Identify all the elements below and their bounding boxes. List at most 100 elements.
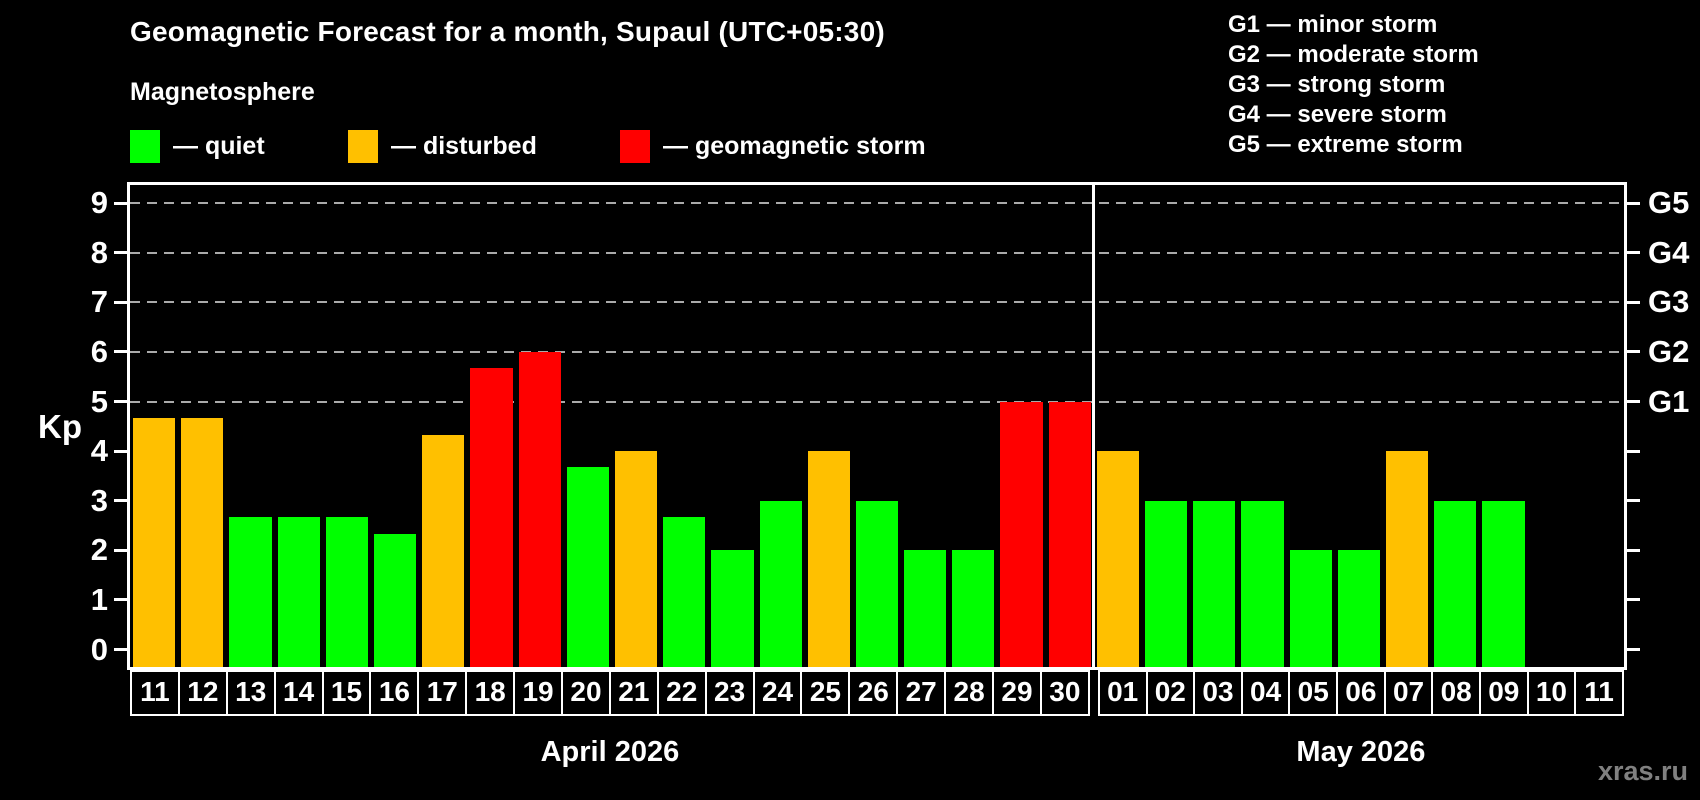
- bar-day-21: [614, 451, 658, 667]
- day-label-30: 30: [1039, 670, 1090, 716]
- y-tick-label-1: 1: [90, 581, 108, 617]
- kp-state-legend: — quiet — disturbed — geomagnetic storm: [130, 128, 1030, 164]
- day-label-12: 12: [177, 670, 228, 716]
- left-tick-4: [114, 449, 127, 453]
- bar-day-29: [1000, 401, 1043, 667]
- y-tick-label-5: 5: [90, 383, 108, 419]
- y-tick-label-8: 8: [90, 234, 108, 270]
- bar-day-04: [1241, 500, 1284, 667]
- gridline-kp-5: [130, 400, 1624, 403]
- g-axis-label-G2: G2: [1648, 333, 1690, 369]
- legend-item-disturbed: — disturbed: [348, 128, 537, 164]
- day-label-18: 18: [465, 670, 516, 716]
- month-separator: [1092, 185, 1096, 667]
- quiet-swatch: [130, 129, 160, 163]
- bar-day-03: [1193, 500, 1236, 667]
- day-label-08: 08: [1431, 670, 1481, 716]
- y-tick-label-3: 3: [90, 482, 108, 518]
- day-label-14: 14: [273, 670, 324, 716]
- legend-item-quiet: — quiet: [130, 128, 265, 164]
- day-label-16: 16: [369, 670, 420, 716]
- bar-day-25: [807, 451, 850, 667]
- bar-day-13: [229, 517, 272, 667]
- day-label-17: 17: [417, 670, 468, 716]
- day-label-02: 02: [1145, 670, 1196, 716]
- right-tick-6: [1627, 350, 1640, 354]
- bar-day-30: [1048, 401, 1091, 667]
- day-label-20: 20: [561, 670, 611, 716]
- legend-item-storm: — geomagnetic storm: [620, 128, 926, 164]
- day-label-06: 06: [1336, 670, 1386, 716]
- day-label-11: 11: [130, 670, 180, 716]
- day-label-13: 13: [225, 670, 276, 716]
- bar-day-06: [1337, 550, 1381, 667]
- right-tick-9: [1627, 201, 1640, 205]
- gridline-kp-6: [130, 350, 1624, 353]
- right-tick-3: [1627, 499, 1640, 503]
- bar-day-23: [711, 550, 754, 667]
- right-tick-8: [1627, 251, 1640, 255]
- y-tick-label-4: 4: [90, 433, 108, 469]
- g-axis-label-G3: G3: [1648, 284, 1690, 320]
- bar-day-08: [1434, 500, 1477, 667]
- day-label-19: 19: [513, 670, 564, 716]
- gridline-kp-9: [130, 202, 1624, 205]
- day-label-01: 01: [1097, 670, 1148, 716]
- bar-day-27: [904, 550, 947, 667]
- bar-day-20: [566, 467, 609, 667]
- bar-day-26: [855, 500, 899, 667]
- left-tick-5: [114, 400, 127, 403]
- g-legend-line-4: G4 — severe storm: [1228, 101, 1447, 128]
- g-axis-label-G1: G1: [1648, 383, 1690, 419]
- bar-day-18: [470, 368, 513, 667]
- day-label-27: 27: [896, 670, 947, 716]
- bar-day-15: [325, 517, 368, 667]
- g-axis-label-G4: G4: [1648, 234, 1690, 270]
- left-tick-8: [114, 251, 127, 255]
- g-legend-line-5: G5 — extreme storm: [1228, 131, 1463, 158]
- day-axis-april: 11 12 13 14 15 16 17 18 19 20 21 22 23 24 25 26 27 28 29 30: [130, 670, 1090, 716]
- day-label-07: 07: [1383, 670, 1434, 716]
- day-label-24: 24: [752, 670, 803, 716]
- bar-day-12: [181, 417, 224, 667]
- plot-area: [130, 185, 1624, 667]
- day-label-21: 21: [608, 670, 659, 716]
- storm-swatch: [620, 129, 650, 163]
- month-label-may: May 2026: [1296, 736, 1426, 768]
- right-tick-7: [1627, 300, 1640, 304]
- right-tick-5: [1627, 400, 1640, 403]
- day-label-26: 26: [848, 670, 899, 716]
- left-tick-0: [114, 648, 127, 651]
- bar-day-17: [422, 434, 465, 667]
- day-label-28: 28: [944, 670, 995, 716]
- day-label-11: 11: [1574, 670, 1624, 716]
- right-tick-4: [1627, 449, 1640, 453]
- day-label-05: 05: [1288, 670, 1339, 716]
- gridline-kp-8: [130, 251, 1624, 254]
- right-tick-0: [1627, 648, 1640, 651]
- bar-day-22: [663, 517, 706, 667]
- bar-day-05: [1289, 550, 1332, 667]
- bar-day-19: [518, 351, 561, 667]
- right-tick-2: [1627, 548, 1640, 552]
- day-label-10: 10: [1526, 670, 1577, 716]
- bar-day-14: [277, 517, 320, 667]
- g-legend-line-3: G3 — strong storm: [1228, 71, 1446, 98]
- right-tick-1: [1627, 598, 1640, 602]
- bar-day-16: [373, 533, 417, 667]
- day-label-09: 09: [1478, 670, 1529, 716]
- y-tick-label-7: 7: [90, 284, 108, 320]
- left-tick-1: [114, 598, 127, 602]
- day-label-03: 03: [1193, 670, 1243, 716]
- legend-label-quiet: — quiet: [173, 131, 265, 160]
- day-label-15: 15: [321, 670, 372, 716]
- left-tick-6: [114, 350, 127, 354]
- g-scale-legend: G1 — minor storm G2 — moderate storm G3 — …: [1228, 10, 1479, 160]
- day-label-04: 04: [1240, 670, 1291, 716]
- page-title: Geomagnetic Forecast for a month, Supaul…: [130, 16, 885, 47]
- bar-day-07: [1386, 451, 1429, 667]
- bar-day-02: [1145, 500, 1188, 667]
- day-label-22: 22: [656, 670, 707, 716]
- legend-label-storm: — geomagnetic storm: [663, 131, 926, 160]
